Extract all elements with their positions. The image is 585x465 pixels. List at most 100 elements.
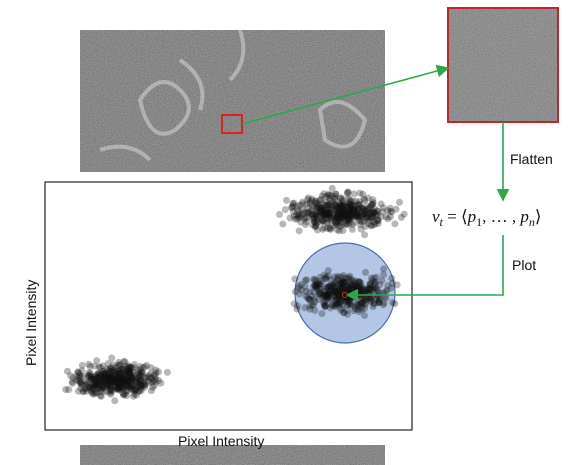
point: [139, 364, 146, 371]
point: [67, 372, 74, 379]
formula-part: = ⟨: [443, 207, 468, 226]
point: [365, 195, 372, 202]
formula-part: p: [467, 207, 477, 226]
point: [115, 374, 122, 381]
point: [107, 386, 114, 393]
point: [358, 306, 365, 313]
point: [356, 190, 363, 197]
point: [302, 221, 309, 228]
point: [373, 274, 380, 281]
point: [332, 301, 339, 308]
point: [306, 296, 313, 303]
point: [327, 226, 334, 233]
point: [135, 388, 142, 395]
point: [396, 199, 403, 206]
point: [78, 367, 85, 374]
point: [367, 209, 374, 216]
point: [135, 373, 142, 380]
point: [93, 357, 100, 364]
point: [69, 380, 76, 387]
point: [340, 309, 347, 316]
flatten-label: Flatten: [510, 151, 553, 167]
point: [331, 201, 338, 208]
point: [359, 212, 366, 219]
point: [357, 205, 364, 212]
point: [323, 275, 330, 282]
point: [321, 302, 328, 309]
point: [306, 306, 313, 313]
point: [394, 281, 401, 288]
point: [164, 369, 171, 376]
point: [305, 194, 312, 201]
point: [350, 190, 357, 197]
point: [155, 368, 162, 375]
point: [308, 207, 315, 214]
point: [126, 364, 133, 371]
point: [322, 293, 329, 300]
point: [398, 214, 405, 221]
point: [124, 378, 131, 385]
zoom-inset: [448, 8, 558, 122]
point: [107, 379, 114, 386]
point: [389, 299, 396, 306]
point: [391, 220, 398, 227]
point: [376, 281, 383, 288]
point: [340, 272, 347, 279]
point: [380, 271, 387, 278]
point: [294, 203, 301, 210]
point: [142, 374, 149, 381]
point: [355, 284, 362, 291]
point: [319, 209, 326, 216]
point: [320, 217, 327, 224]
point: [282, 206, 289, 213]
vector-formula: vt = ⟨p1, … , pn⟩: [432, 207, 542, 229]
point: [276, 211, 283, 218]
point: [95, 370, 102, 377]
point: [89, 385, 96, 392]
point: [332, 280, 339, 287]
point: [79, 382, 86, 389]
point: [283, 197, 290, 204]
point: [279, 221, 286, 228]
point: [336, 227, 343, 234]
formula-part: , … ,: [482, 207, 520, 226]
micrograph: [80, 30, 385, 172]
point: [101, 370, 108, 377]
point: [293, 306, 300, 313]
point: [65, 386, 72, 393]
point: [323, 202, 330, 209]
point: [291, 275, 298, 282]
point: [365, 286, 372, 293]
formula-part: ⟩: [535, 207, 542, 226]
point: [326, 286, 333, 293]
point: [137, 381, 144, 388]
point: [101, 388, 108, 395]
point: [311, 218, 318, 225]
point: [111, 397, 118, 404]
point: [116, 386, 123, 393]
point: [121, 358, 128, 365]
point: [296, 227, 303, 234]
point: [344, 190, 351, 197]
point: [367, 222, 374, 229]
formula-part: p: [519, 207, 529, 226]
point: [387, 208, 394, 215]
x-axis-label: Pixel Intensity: [178, 433, 264, 449]
point: [295, 283, 302, 290]
point: [328, 192, 335, 199]
point: [108, 354, 115, 361]
diagram: Flatten Plot Pixel Intensity Pixel Inten…: [0, 0, 585, 465]
point: [331, 273, 338, 280]
point: [384, 215, 391, 222]
point: [318, 196, 325, 203]
point: [91, 377, 98, 384]
point: [287, 215, 294, 222]
point: [85, 361, 92, 368]
point: [376, 299, 383, 306]
point: [122, 371, 129, 378]
plot-label: Plot: [512, 257, 536, 273]
point: [317, 282, 324, 289]
point: [344, 216, 351, 223]
y-axis-label: Pixel Intensity: [23, 280, 39, 366]
point: [346, 273, 353, 280]
